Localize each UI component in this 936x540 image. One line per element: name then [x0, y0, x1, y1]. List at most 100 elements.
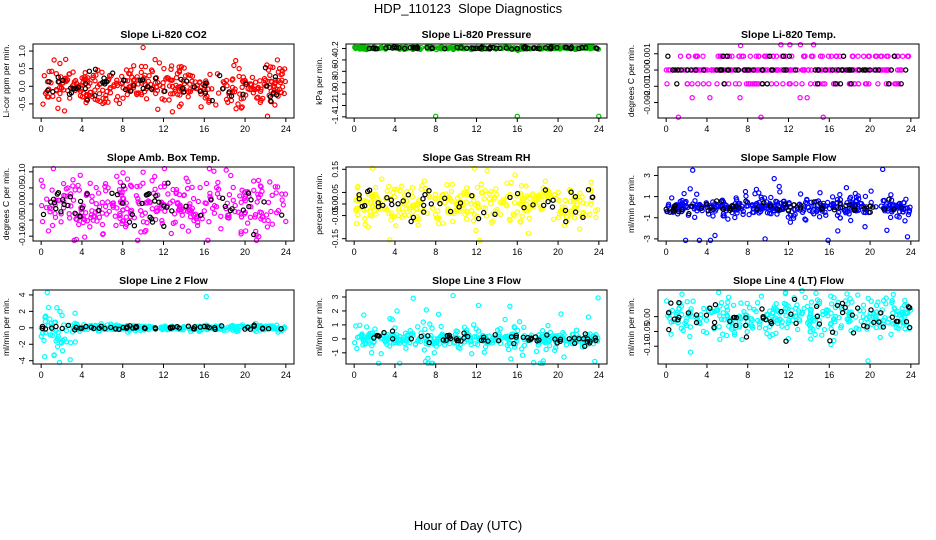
data-point — [823, 212, 829, 218]
data-point — [179, 223, 186, 229]
data-point — [42, 354, 48, 360]
data-point-black — [686, 210, 692, 217]
data-point-black — [443, 337, 449, 343]
data-point — [114, 77, 120, 83]
data-point — [363, 198, 370, 205]
data-point — [134, 183, 140, 190]
data-point — [57, 90, 63, 97]
data-point — [169, 198, 176, 204]
data-point — [427, 321, 433, 327]
data-point — [45, 304, 52, 311]
data-point — [70, 177, 76, 183]
data-point — [850, 53, 856, 59]
data-point-black — [59, 325, 65, 332]
data-point — [127, 182, 134, 188]
data-point — [386, 183, 392, 190]
data-point — [450, 218, 456, 225]
data-point — [154, 207, 161, 214]
data-point — [120, 195, 126, 201]
data-point — [464, 208, 470, 215]
data-point — [529, 192, 535, 199]
data-point — [751, 306, 757, 313]
data-point — [846, 81, 853, 87]
x-tick-label: 8 — [745, 124, 750, 134]
data-point-black — [372, 46, 379, 52]
data-point — [67, 340, 74, 346]
x-tick-label: 0 — [664, 370, 669, 380]
data-point-black — [469, 192, 475, 199]
data-point-black — [88, 324, 95, 330]
data-point-black — [731, 314, 737, 321]
x-tick-label: 24 — [281, 370, 291, 380]
data-point — [688, 306, 694, 312]
data-point — [267, 64, 274, 70]
data-point — [893, 81, 899, 87]
x-tick-label: 0 — [352, 370, 357, 380]
data-point-black — [666, 326, 672, 333]
x-tick-label: 4 — [392, 370, 397, 380]
data-point-black — [703, 201, 710, 207]
data-point-black — [420, 196, 426, 202]
data-point — [558, 311, 564, 317]
data-point-black — [549, 204, 556, 210]
data-point — [239, 187, 245, 193]
data-point-black — [521, 204, 527, 211]
data-point — [873, 302, 880, 309]
data-point — [257, 99, 263, 106]
data-point — [120, 95, 126, 101]
data-point — [414, 338, 421, 344]
data-point-black — [816, 321, 823, 327]
y-tick-label: 1 — [330, 322, 340, 327]
data-point — [366, 340, 372, 346]
data-point — [555, 189, 561, 195]
data-point — [428, 333, 434, 339]
data-point — [868, 188, 874, 194]
data-point — [195, 198, 201, 205]
data-point-black — [492, 332, 498, 338]
data-point — [355, 44, 361, 51]
data-point — [66, 71, 72, 77]
data-point — [248, 203, 254, 210]
data-point-black — [780, 53, 787, 59]
data-point — [354, 334, 361, 341]
data-point — [449, 181, 455, 187]
data-point — [858, 318, 864, 324]
data-point-black — [119, 200, 126, 206]
data-point-black — [736, 204, 742, 211]
panel-4: Slope Amb. Box Temp. degrees C per min. 0 4… — [1, 152, 295, 257]
data-point — [93, 72, 99, 78]
y-tick-label: -0.15 — [330, 229, 340, 249]
data-point — [206, 218, 212, 225]
data-point — [124, 176, 131, 182]
data-point — [569, 341, 576, 347]
data-point-black — [53, 323, 59, 330]
data-point-black — [711, 324, 717, 331]
data-point — [526, 215, 533, 221]
data-point — [361, 46, 367, 52]
data-point — [486, 196, 493, 202]
data-point-black — [267, 93, 273, 100]
panel-title: Slope Li-820 CO2 — [120, 29, 207, 41]
data-point-black — [228, 93, 235, 99]
data-point — [419, 182, 425, 189]
data-point-black — [767, 203, 774, 209]
data-point — [255, 177, 262, 184]
data-point — [282, 78, 288, 85]
data-point-black — [191, 84, 197, 90]
data-point — [716, 289, 722, 296]
data-point — [162, 208, 168, 214]
data-point — [680, 327, 686, 334]
data-point — [808, 53, 815, 59]
data-point — [797, 42, 804, 48]
data-point — [59, 312, 65, 319]
data-point — [46, 68, 52, 75]
data-point — [43, 204, 50, 211]
data-point-black — [855, 305, 861, 311]
data-point-black — [788, 311, 794, 317]
data-point — [410, 295, 416, 301]
y-tick-label: -1 — [642, 214, 652, 222]
data-point — [865, 295, 871, 301]
data-point-black — [733, 322, 739, 329]
data-point — [274, 57, 281, 63]
data-point — [116, 100, 123, 107]
